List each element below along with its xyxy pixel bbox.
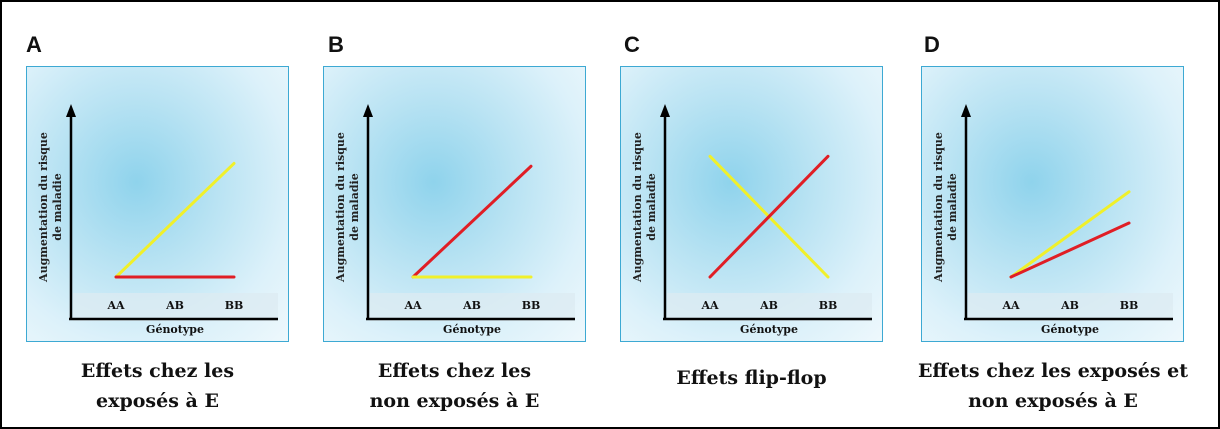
panel-b-caption: Effets chez les non exposés à E: [323, 356, 586, 416]
caption-line: Effets chez les: [323, 356, 586, 386]
y-axis-label-line2: de maladie: [348, 173, 361, 240]
panel-letter-a: A: [26, 32, 42, 58]
yellow-series-line: [116, 163, 234, 277]
panel-b-chart: Augmentation du risque de maladie AA AB …: [324, 67, 586, 342]
tick-label-aa: AA: [403, 299, 422, 312]
panel-a-caption: Effets chez les exposés à E: [26, 356, 289, 416]
series-layer: [1011, 192, 1129, 277]
caption-line: non exposés à E: [907, 386, 1199, 416]
caption-line: exposés à E: [26, 386, 289, 416]
caption-line: Effets chez les: [26, 356, 289, 386]
red-series-line: [1011, 223, 1129, 277]
y-axis-label-line1: Augmentation du risque: [631, 132, 644, 283]
tick-label-bb: BB: [522, 299, 541, 312]
red-series-line: [413, 166, 531, 277]
panel-letter-b: B: [328, 32, 344, 58]
x-axis-label: Génotype: [740, 323, 798, 336]
tick-label-aa: AA: [1001, 299, 1020, 312]
tick-label-ab: AB: [1060, 299, 1079, 312]
tick-label-bb: BB: [225, 299, 244, 312]
yellow-series-line: [1011, 192, 1129, 277]
panel-d-plot: Augmentation du risque de maladie AA AB …: [921, 66, 1184, 342]
x-axis-label: Génotype: [146, 323, 204, 336]
caption-line: Effets chez les exposés et: [907, 356, 1199, 386]
x-axis-label: Génotype: [1041, 323, 1099, 336]
caption-line: non exposés à E: [323, 386, 586, 416]
panel-d-chart: Augmentation du risque de maladie AA AB …: [922, 67, 1184, 342]
tick-label-ab: AB: [759, 299, 778, 312]
x-axis-label: Génotype: [443, 323, 501, 336]
y-axis-arrow: [660, 104, 670, 117]
y-axis-label-line2: de maladie: [645, 173, 658, 240]
y-axis-label-line2: de maladie: [946, 173, 959, 240]
y-axis-label-line1: Augmentation du risque: [334, 132, 347, 283]
y-axis-arrow: [66, 104, 76, 117]
caption-line: Effets flip-flop: [620, 363, 883, 393]
tick-label-bb: BB: [1120, 299, 1139, 312]
series-layer: [116, 163, 234, 277]
y-axis-arrow: [961, 104, 971, 117]
panel-c-chart: Augmentation du risque de maladie AA AB …: [621, 67, 883, 342]
y-axis-arrow: [363, 104, 373, 117]
tick-label-aa: AA: [700, 299, 719, 312]
panel-d-caption: Effets chez les exposés et non exposés à…: [907, 356, 1199, 416]
tick-label-ab: AB: [165, 299, 184, 312]
tick-label-ab: AB: [462, 299, 481, 312]
y-axis-label-line1: Augmentation du risque: [932, 132, 945, 283]
series-layer: [710, 156, 828, 277]
panel-b-plot: Augmentation du risque de maladie AA AB …: [323, 66, 586, 342]
tick-label-aa: AA: [106, 299, 125, 312]
panel-letter-d: D: [924, 32, 940, 58]
series-layer: [413, 166, 531, 277]
y-axis-label-line2: de maladie: [51, 173, 64, 240]
panel-c-caption: Effets flip-flop: [620, 363, 883, 393]
panel-letter-c: C: [624, 32, 640, 58]
panel-c-plot: Augmentation du risque de maladie AA AB …: [620, 66, 883, 342]
y-axis-label-line1: Augmentation du risque: [37, 132, 50, 283]
panel-a-plot: Augmentation du risque de maladie AA AB …: [26, 66, 289, 342]
panel-a-chart: Augmentation du risque de maladie AA AB …: [27, 67, 289, 342]
tick-label-bb: BB: [819, 299, 838, 312]
